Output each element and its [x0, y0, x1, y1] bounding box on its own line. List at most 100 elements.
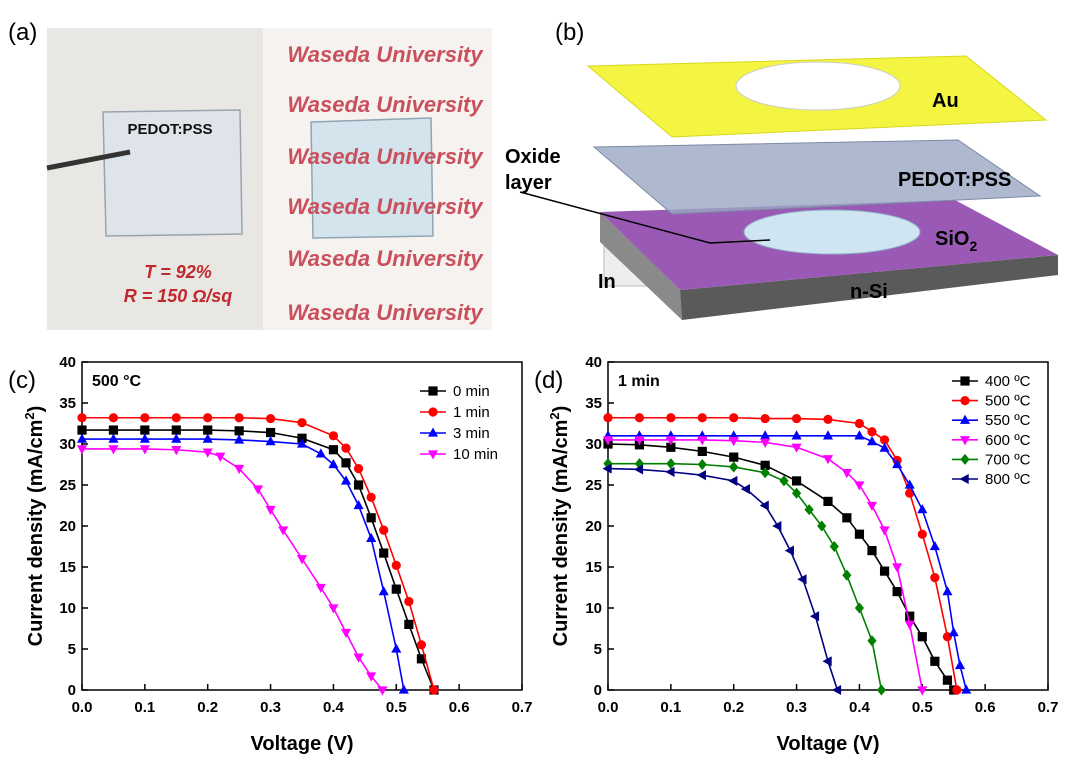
oxide-label: layer: [505, 172, 552, 194]
marker: [392, 561, 401, 570]
marker: [108, 434, 118, 443]
x-tick-label: 0.6: [975, 699, 996, 716]
layer-label: n-Si: [850, 281, 888, 303]
panel-label: (c): [8, 367, 36, 394]
legend-marker: [960, 376, 969, 385]
marker: [867, 635, 876, 646]
oxide-window: [744, 210, 920, 254]
marker: [893, 587, 902, 596]
marker: [697, 470, 706, 480]
marker: [429, 685, 438, 694]
marker: [341, 629, 351, 638]
legend-marker: [428, 427, 438, 436]
y-tick-label: 40: [585, 354, 602, 371]
marker: [955, 660, 965, 669]
series-line: [608, 418, 957, 690]
y-tick-label: 30: [59, 436, 76, 453]
panel-label: (a): [8, 19, 37, 46]
device-diagram: (b) Oxide layer Au PEDOT:PSS SiO2 n-Si I…: [505, 19, 1058, 320]
marker: [329, 431, 338, 440]
marker: [880, 526, 890, 535]
paper-line: Waseda University: [287, 42, 484, 67]
marker: [266, 506, 276, 515]
x-tick-label: 0.2: [723, 699, 744, 716]
marker: [253, 485, 263, 494]
x-tick-label: 0.3: [786, 699, 807, 716]
y-tick-label: 40: [59, 354, 76, 371]
marker: [140, 434, 150, 443]
marker: [171, 434, 181, 443]
annotation: 1 min: [618, 373, 660, 390]
label-part: SiO: [935, 228, 969, 250]
x-tick-label: 0.3: [260, 699, 281, 716]
x-tick-label: 0.6: [449, 699, 470, 716]
legend-marker: [959, 474, 968, 484]
label-sup: 2: [22, 412, 37, 419]
marker: [855, 419, 864, 428]
marker: [379, 548, 388, 557]
legend-marker: [960, 415, 970, 424]
paper-line: Waseda University: [287, 300, 484, 325]
au-window: [736, 62, 900, 110]
marker: [109, 425, 118, 434]
legend-label: 800 ºC: [985, 471, 1031, 488]
legend-label: 600 ºC: [985, 432, 1031, 449]
y-tick-label: 35: [585, 395, 602, 412]
marker: [943, 676, 952, 685]
legend-label: 700 ºC: [985, 451, 1031, 468]
x-tick-label: 0.7: [1038, 699, 1059, 716]
layer-label: Au: [932, 90, 959, 112]
marker: [379, 586, 389, 595]
x-tick-label: 0.4: [323, 699, 345, 716]
legend-marker: [428, 407, 437, 416]
marker: [379, 526, 388, 535]
marker: [354, 464, 363, 473]
legend-label: 550 ºC: [985, 412, 1031, 429]
legend-marker: [960, 396, 969, 405]
plot-frame: [608, 362, 1048, 690]
marker: [854, 481, 864, 490]
y-tick-label: 15: [585, 559, 602, 576]
marker: [760, 430, 770, 439]
marker: [404, 620, 413, 629]
x-tick-label: 0.5: [386, 699, 407, 716]
legend-label: 3 min: [453, 425, 490, 442]
marker: [930, 573, 939, 582]
oxide-label: Oxide: [505, 146, 561, 168]
marker: [867, 427, 876, 436]
marker: [949, 627, 959, 636]
figure: PEDOT:PSS T = 92% R = 150 Ω/sq Waseda Un…: [0, 0, 1065, 758]
marker: [77, 413, 86, 422]
series-line: [82, 449, 382, 690]
y-tick-label: 5: [68, 641, 76, 658]
marker: [172, 413, 181, 422]
marker: [855, 530, 864, 539]
x-tick-label: 0.0: [72, 699, 93, 716]
marker: [729, 413, 738, 422]
label-part: ): [25, 406, 47, 413]
marker: [172, 425, 181, 434]
marker: [930, 657, 939, 666]
x-tick-label: 0.4: [849, 699, 871, 716]
marker: [341, 458, 350, 467]
legend-marker: [428, 450, 438, 459]
marker: [792, 414, 801, 423]
marker: [842, 513, 851, 522]
marker: [316, 448, 326, 457]
x-tick-label: 0.1: [134, 699, 155, 716]
legend-label: 500 ºC: [985, 393, 1031, 410]
marker: [930, 541, 940, 550]
marker: [354, 480, 363, 489]
marker: [203, 434, 213, 443]
marker: [880, 567, 889, 576]
marker: [77, 445, 87, 454]
resistance: R = 150 Ω/sq: [124, 286, 233, 306]
marker: [698, 413, 707, 422]
marker: [877, 684, 886, 695]
marker: [823, 455, 833, 464]
marker: [235, 413, 244, 422]
y-tick-label: 20: [59, 518, 76, 535]
marker: [698, 447, 707, 456]
marker: [234, 434, 244, 443]
legend-label: 1 min: [453, 404, 490, 421]
